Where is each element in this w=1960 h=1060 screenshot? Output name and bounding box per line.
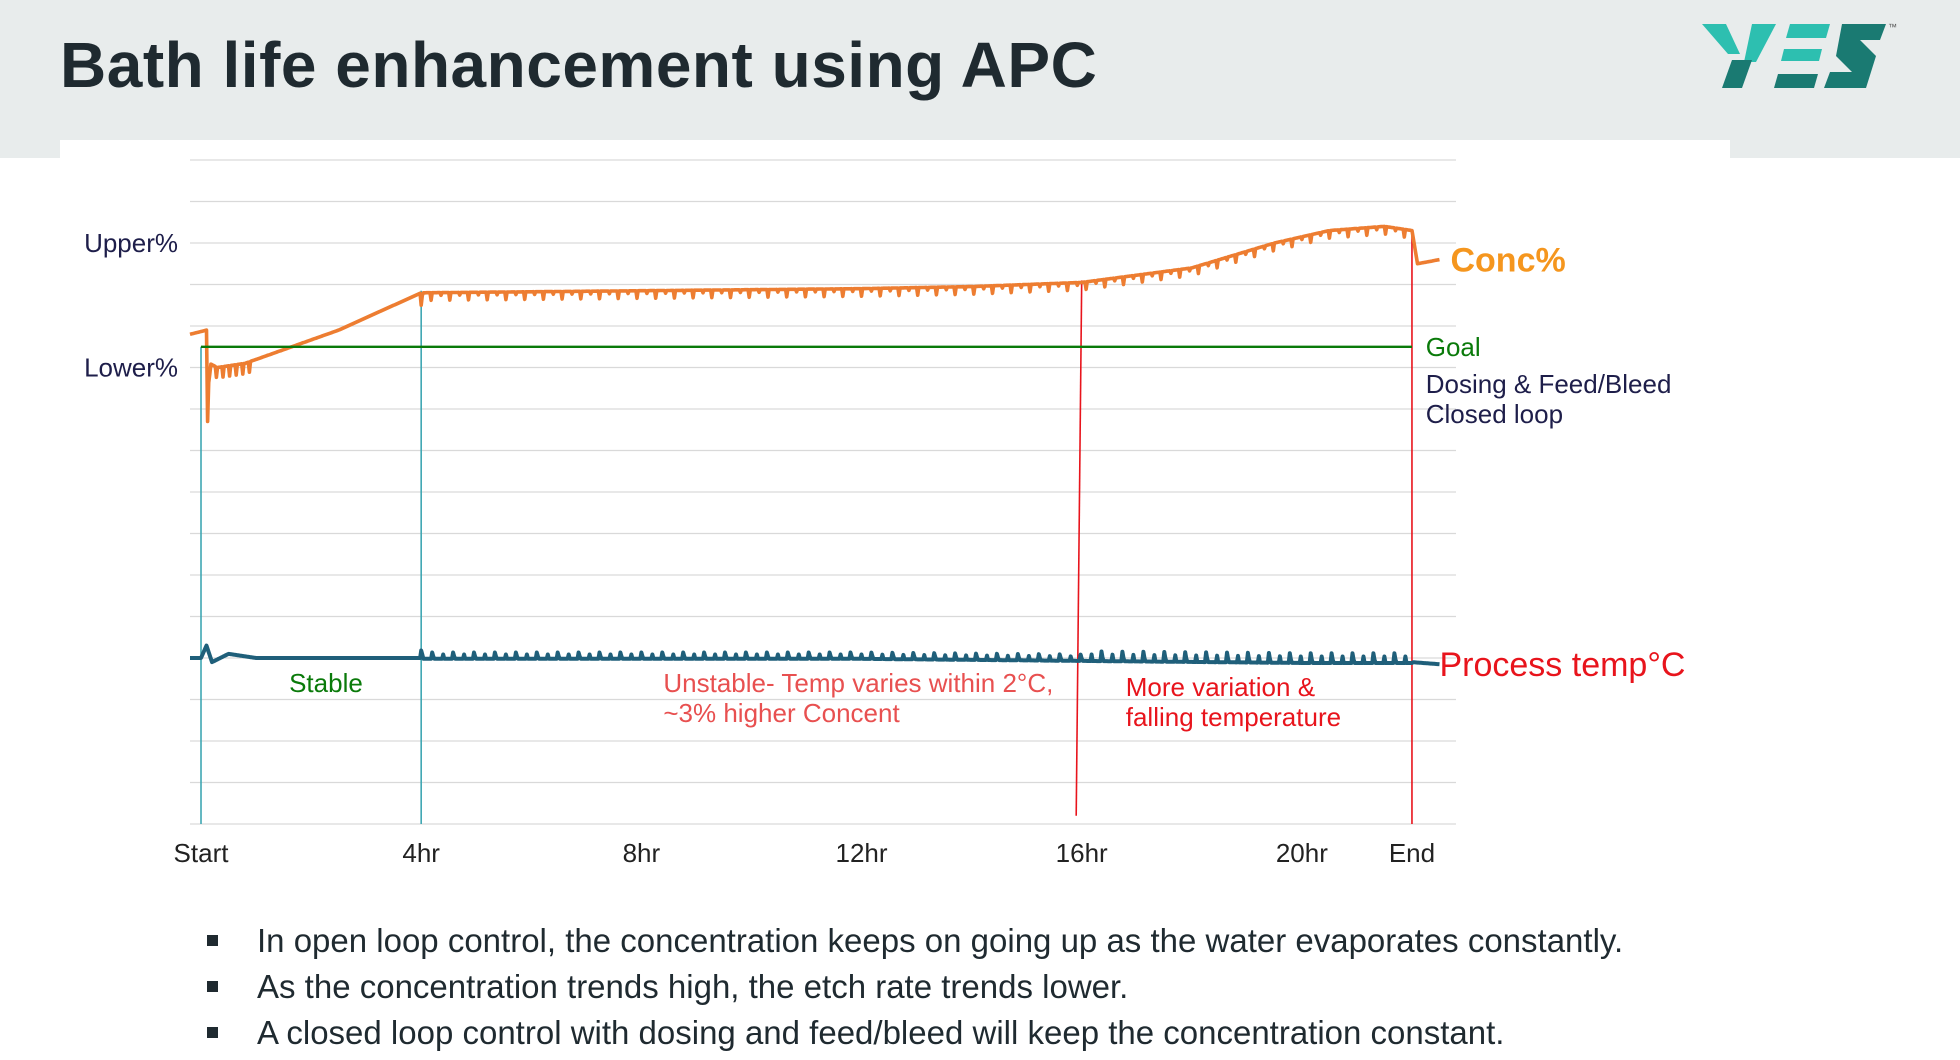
bullet-list: In open loop control, the concentration … — [205, 918, 1623, 1056]
yes-logo: ™ — [1702, 22, 1897, 88]
logo-letter-e-bot — [1774, 74, 1818, 88]
annotation: Process temp°C — [1439, 646, 1685, 684]
series-conc-line — [189, 224, 1441, 424]
logo-letter-s — [1824, 24, 1886, 88]
series-temp-line — [189, 643, 1441, 667]
bullet-text: In open loop control, the concentration … — [257, 922, 1624, 959]
x-tick-label: 16hr — [1056, 838, 1108, 868]
page-title: Bath life enhancement using APC — [60, 29, 1098, 101]
y-tick-label: Lower% — [84, 353, 178, 383]
logo-letter-y-right — [1744, 24, 1776, 62]
x-tick-label: 4hr — [402, 838, 440, 868]
annotation: Dosing & Feed/Bleed Closed loop — [1426, 369, 1672, 429]
bullet-square-icon — [207, 1027, 218, 1038]
annotation: More variation & falling temperature — [1126, 672, 1341, 732]
annotation: Goal — [1426, 332, 1481, 362]
chart-panel: Start 4hr 8hr 12hr 16hr 20hr End Upper% Lower% … — [60, 140, 1730, 908]
bullet-item: In open loop control, the concentration … — [205, 918, 1623, 964]
bullet-text: As the concentration trends high, the et… — [257, 968, 1129, 1005]
x-tick-label: Start — [174, 838, 230, 868]
x-tick-label: End — [1389, 838, 1435, 868]
x-tick-labels: Start 4hr 8hr 12hr 16hr 20hr End — [174, 838, 1436, 868]
bullet-square-icon — [207, 981, 218, 992]
logo-letter-y-left — [1702, 24, 1740, 54]
bullet-item: As the concentration trends high, the et… — [205, 964, 1623, 1010]
header-band — [0, 0, 1960, 158]
logo-letter-y-stem — [1722, 60, 1752, 88]
bullet-text: A closed loop control with dosing and fe… — [257, 1014, 1505, 1051]
annotation: Conc% — [1450, 242, 1565, 280]
gridlines — [190, 159, 1456, 825]
series-lines — [189, 224, 1441, 667]
annotation: Unstable- Temp varies within 2°C, ~3% hig… — [663, 668, 1053, 728]
annotation: Stable — [289, 668, 363, 698]
logo-trademark: ™ — [1888, 22, 1897, 32]
x-tick-label: 8hr — [623, 838, 661, 868]
reference-line — [1075, 280, 1083, 816]
y-tick-label: Upper% — [84, 228, 178, 258]
chart: Start 4hr 8hr 12hr 16hr 20hr End Upper%Lower% … — [84, 159, 1686, 868]
x-tick-label: 12hr — [836, 838, 888, 868]
logo-letter-e-top — [1786, 24, 1830, 38]
bullet-item: A closed loop control with dosing and fe… — [205, 1010, 1623, 1056]
logo-letter-e-mid — [1781, 49, 1822, 61]
y-tick-labels: Upper% Lower% — [84, 228, 178, 383]
annotations: Conc% Goal Dosing & Feed/Bleed Closed loop P… — [289, 242, 1685, 733]
reference-lines — [200, 230, 1413, 824]
x-tick-label: 20hr — [1276, 838, 1328, 868]
bullet-square-icon — [207, 935, 218, 946]
